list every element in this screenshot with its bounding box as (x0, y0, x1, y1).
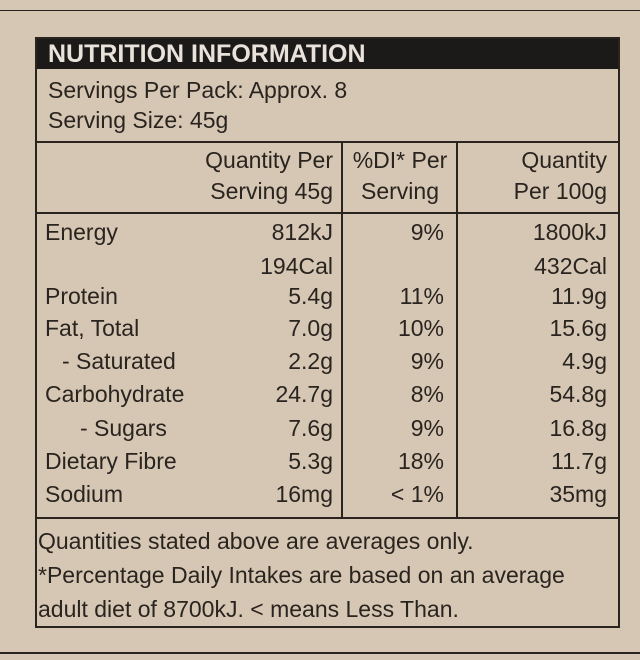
daily-intake: 10% (397, 315, 444, 341)
per-100g: 15.6g (549, 315, 607, 341)
per-100g: 4.9g (562, 348, 607, 374)
per-100g: 1800kJ (532, 219, 607, 245)
per-serving: 194Cal (260, 253, 333, 279)
rule (0, 10, 640, 11)
column-header: Quantity (521, 147, 607, 173)
row-label: - Sugars (80, 415, 167, 441)
row-label: Sodium (45, 481, 123, 507)
row-label: Dietary Fibre (45, 448, 177, 474)
per-100g: 11.7g (551, 448, 607, 474)
per-serving: 812kJ (271, 219, 333, 245)
per-serving: 5.3g (288, 448, 333, 474)
rule (37, 212, 618, 214)
row-label: Protein (45, 283, 118, 309)
column-divider (456, 141, 458, 519)
daily-intake: 9% (410, 415, 444, 441)
column-header: Per 100g (513, 178, 607, 204)
column-divider (341, 141, 343, 519)
row-label: Fat, Total (45, 315, 140, 341)
panel-border (35, 37, 620, 628)
per-serving: 7.0g (288, 315, 333, 341)
title: NUTRITION INFORMATION (48, 40, 366, 68)
rule (0, 652, 640, 654)
per-100g: 16.8g (549, 415, 607, 441)
rule (37, 517, 618, 519)
column-header: %DI* Per (352, 147, 448, 173)
footnote: Quantities stated above are averages onl… (38, 528, 474, 554)
per-100g: 35mg (549, 481, 607, 507)
daily-intake: 9% (410, 348, 444, 374)
row-label: - Saturated (62, 348, 176, 374)
daily-intake: 18% (397, 448, 444, 474)
column-header: Quantity Per (205, 147, 333, 173)
rule (37, 141, 618, 143)
daily-intake: < 1% (390, 481, 444, 507)
per-serving: 24.7g (275, 381, 333, 407)
per-serving: 5.4g (288, 283, 333, 309)
footnote: *Percentage Daily Intakes are based on a… (38, 562, 565, 588)
servings: Servings Per Pack: Approx. 8 (48, 77, 348, 103)
per-serving: 16mg (275, 481, 333, 507)
row-label: Carbohydrate (45, 381, 185, 407)
per-100g: 11.9g (551, 283, 607, 309)
column-header: Serving (361, 178, 439, 204)
daily-intake: 9% (410, 219, 444, 245)
daily-intake: 8% (410, 381, 444, 407)
daily-intake: 11% (399, 283, 444, 309)
per-100g: 432Cal (534, 253, 607, 279)
per-serving: 7.6g (288, 415, 333, 441)
per-serving: 2.2g (288, 348, 333, 374)
serving-size: Serving Size: 45g (48, 107, 229, 133)
row-label: Energy (45, 219, 118, 245)
footnote: adult diet of 8700kJ. < means Less Than. (38, 596, 459, 622)
column-header: Serving 45g (210, 178, 333, 204)
title-bar (37, 39, 618, 69)
per-100g: 54.8g (549, 381, 607, 407)
